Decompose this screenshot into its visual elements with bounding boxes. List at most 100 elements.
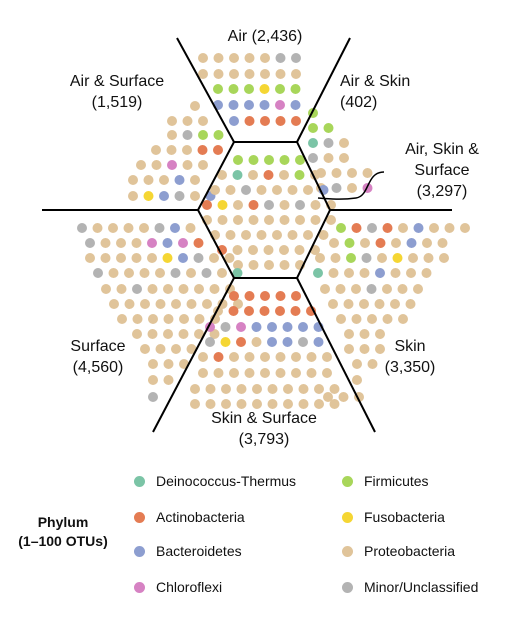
otu-dot (294, 245, 305, 255)
otu-dot (186, 299, 197, 309)
otu-dot (267, 384, 278, 394)
otu-dot (143, 191, 154, 201)
region-name: Air & Surface (69, 73, 165, 90)
otu-dot (229, 352, 239, 362)
otu-dot (213, 69, 224, 79)
otu-dot (406, 238, 417, 248)
otu-dot (359, 299, 369, 309)
otu-dot (117, 314, 127, 324)
otu-dot (85, 253, 95, 263)
region-label-skin: Skin (3,350) (368, 336, 452, 378)
region-count: (3,350) (384, 359, 436, 376)
otu-dot (151, 160, 162, 170)
otu-dot (100, 253, 111, 263)
otu-dot (308, 153, 318, 163)
otu-dot (248, 215, 259, 225)
otu-dot (143, 175, 154, 185)
otu-dot (224, 253, 235, 263)
otu-dot (335, 284, 346, 294)
legend-item-deinococcus-thermus: Deinococcus-Thermus (134, 471, 296, 491)
otu-dot (267, 322, 277, 332)
otu-dot (314, 399, 324, 409)
callout-line (317, 171, 385, 200)
otu-dot (264, 215, 274, 225)
otu-dot (328, 299, 338, 309)
circle-icon (342, 511, 353, 523)
otu-dot (233, 260, 243, 270)
otu-dot (291, 116, 301, 126)
otu-dot (329, 384, 340, 394)
otu-dot (220, 337, 231, 347)
legend-label: Actinobacteria (156, 509, 245, 525)
otu-dot (205, 337, 215, 347)
otu-dot (260, 53, 270, 63)
otu-dot (244, 368, 255, 378)
otu-dot (163, 375, 174, 385)
otu-dot (263, 245, 274, 255)
otu-dot (291, 291, 301, 301)
otu-dot (260, 116, 270, 126)
otu-dot (260, 291, 270, 301)
otu-dot (361, 253, 372, 263)
legend-label: Bacteroidetes (156, 543, 242, 559)
legend-item-actinobacteria: Actinobacteria (134, 507, 245, 527)
otu-dot (202, 200, 212, 210)
otu-dot (423, 253, 434, 263)
otu-dot (313, 268, 323, 278)
otu-dot (405, 299, 416, 309)
otu-dot (422, 238, 432, 248)
otu-dot (329, 399, 340, 409)
legend-label: Minor/Unclassified (364, 579, 479, 595)
otu-dot (197, 145, 208, 155)
otu-dot (178, 329, 189, 339)
otu-dot (439, 253, 449, 263)
otu-dot (351, 223, 362, 233)
legend-title-line2: (1–100 OTUs) (18, 533, 108, 549)
otu-dot (421, 268, 432, 278)
otu-dot (241, 230, 251, 240)
otu-dot (147, 284, 158, 294)
otu-dot (397, 284, 408, 294)
otu-dot (460, 223, 470, 233)
otu-dot (260, 352, 270, 362)
otu-dot (174, 175, 185, 185)
otu-dot (132, 284, 142, 294)
otu-dot (244, 306, 254, 316)
region-label-center: Air, Skin & Surface (3,297) (386, 139, 498, 202)
otu-dot (213, 53, 224, 63)
otu-dot (275, 291, 286, 301)
otu-dot (148, 392, 158, 402)
divider-top-right (296, 37, 351, 143)
otu-dot (228, 306, 239, 316)
otu-dot (209, 284, 220, 294)
otu-dot (318, 230, 329, 240)
otu-dot (313, 337, 324, 347)
legend-item-firmicutes: Firmicutes (342, 471, 429, 491)
otu-dot (108, 268, 119, 278)
otu-dot (346, 253, 356, 263)
otu-dot (429, 223, 439, 233)
otu-dot (326, 215, 336, 225)
otu-dot (210, 314, 220, 324)
otu-dot (336, 314, 346, 324)
otu-dot (287, 230, 298, 240)
circle-icon (134, 545, 145, 557)
otu-dot (282, 322, 293, 332)
otu-dot (179, 314, 189, 324)
otu-dot (190, 384, 200, 394)
otu-dot (362, 168, 373, 178)
otu-dot (264, 155, 274, 165)
region-count: (1,519) (91, 94, 143, 111)
otu-dot (275, 84, 285, 94)
otu-dot (100, 238, 111, 248)
otu-dot (198, 352, 208, 362)
otu-dot (279, 215, 290, 225)
otu-dot (352, 375, 362, 385)
otu-dot (275, 306, 285, 316)
otu-dot (233, 200, 243, 210)
otu-dot (260, 69, 270, 79)
otu-dot (182, 160, 193, 170)
otu-dot (213, 130, 224, 140)
otu-dot (201, 268, 212, 278)
otu-dot (290, 306, 301, 316)
